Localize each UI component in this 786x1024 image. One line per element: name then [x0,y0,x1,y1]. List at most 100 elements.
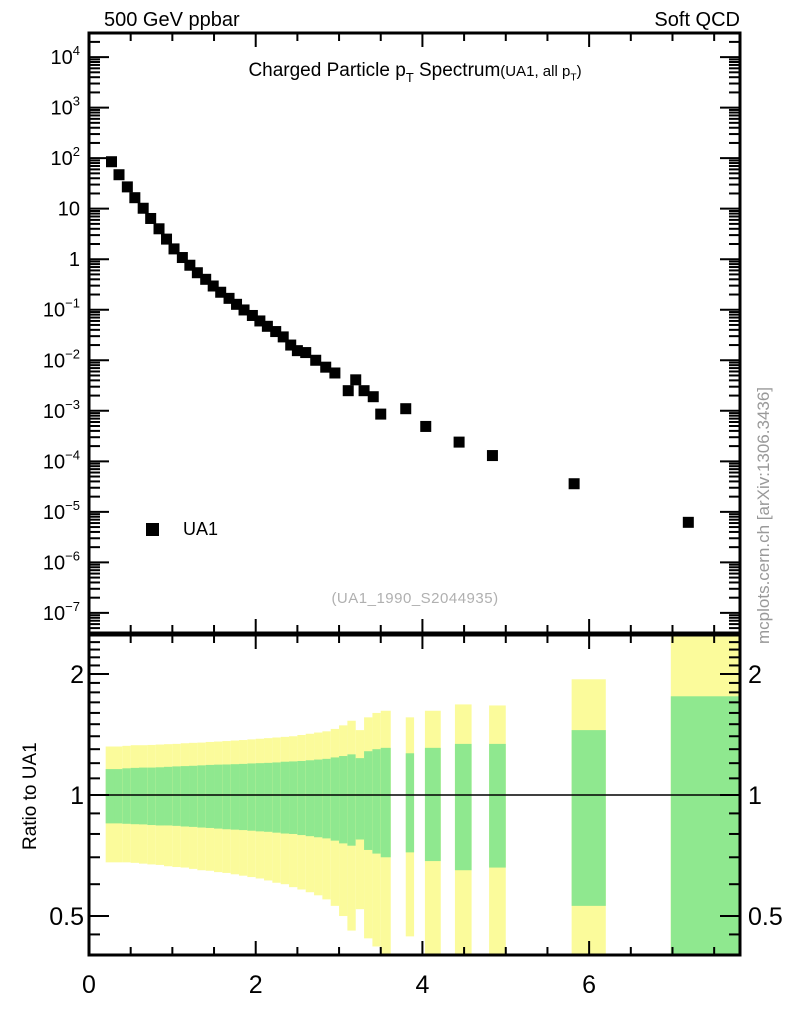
plot-title-main: Charged Particle pT Spectrum [248,60,501,85]
data-point-square [184,259,196,271]
band-inner-bin [130,767,140,825]
ratio-y-tick-label-right: 1 [748,782,762,810]
band-inner-bin [180,766,190,827]
x-tick-label: 0 [82,971,96,999]
band-inner-bin [330,757,340,841]
data-point-square [106,156,118,168]
x-tick-label: 2 [249,971,263,999]
band-inner-bin [322,758,331,839]
spectrum-y-ticks [89,40,740,630]
band-inner-bin [214,764,223,829]
y-tick-label: 10−3 [43,397,80,423]
band-inner-bin [105,769,115,824]
band-inner-bin [347,754,356,846]
band-inner-bin [305,760,315,837]
band-inner-bin [264,762,273,832]
band-inner-bin [670,696,740,955]
data-point-square [113,169,125,181]
data-point-square [682,516,694,528]
band-inner-bin [205,764,215,828]
data-point-square [207,280,219,292]
band-inner-bin [222,764,231,830]
data-point-square [153,223,165,235]
mcplots-arxiv-note: mcplots.cern.ch [arXiv:1306.3436] [754,386,773,644]
data-point-square [486,450,498,462]
data-point-square [350,374,362,386]
band-inner-bin [405,753,415,853]
data-point-square [223,292,235,304]
data-point-square [129,192,141,204]
data-point-square [238,304,250,316]
band-inner-bin [114,769,123,824]
y-tick-label: 10−7 [43,599,80,625]
data-point-square [215,286,227,298]
band-inner-bin [255,763,265,832]
band-inner-bin [424,747,441,862]
legend-series-label: UA1 [183,519,219,539]
band-inner-bin [571,730,606,906]
band-inner-bin [122,768,131,824]
band-inner-bin [239,763,248,831]
y-tick-label: 104 [51,43,80,69]
y-tick-label: 103 [51,94,80,120]
band-inner-bin [314,759,323,838]
data-point-square [191,267,203,279]
data-point-square [291,345,303,357]
data-point-square [137,202,149,214]
band-inner-bin [454,743,472,871]
data-point-square [261,320,273,332]
data-point-square [320,361,332,373]
data-point-square [358,385,370,397]
analysis-id-watermark: (UA1_1990_S2044935) [331,590,499,607]
data-point-square [367,391,379,403]
data-point-square [568,478,580,490]
x-tick-labels: 0 2 4 6 [82,971,596,999]
band-inner-bin [172,766,181,826]
data-point-square [161,233,173,245]
band-inner-bin [280,761,290,834]
data-point-square [400,403,412,415]
y-tick-label: 10−4 [43,447,80,473]
band-inner-bin [164,766,173,826]
data-point-square [310,354,322,366]
band-inner-bin [489,743,506,868]
x-ticks [88,33,716,955]
band-inner-bin [139,767,148,825]
data-point-square [342,385,354,397]
data-point-square [277,331,289,343]
data-point-square [254,315,266,327]
data-point-square [246,309,258,321]
legend: UA1 [146,519,218,540]
data-point-square [285,339,297,351]
band-inner-bin [355,758,365,840]
band-inner-bin [230,764,240,830]
data-point-square [176,252,188,264]
band-inner-bin [372,749,381,854]
band-inner-bin [289,761,298,834]
y-tick-label: 1 [69,249,80,271]
ratio-y-ticks: 2 2 1 1 0.5 0.5 [49,641,783,936]
data-point-square [200,273,212,285]
x-tick-label: 4 [415,971,429,999]
band-inner-bin [272,762,281,833]
data-point-square [375,408,387,420]
legend-marker-square [146,523,159,536]
ratio-y-tick-label-left: 2 [70,661,84,689]
y-tick-label: 10−6 [43,548,80,574]
y-tick-label: 10 [58,199,80,221]
band-inner-bin [155,767,165,826]
y-tick-label: 10−1 [43,296,80,322]
ratio-y-tick-label-left: 1 [70,782,84,810]
beam-energy-label: 500 GeV ppbar [104,9,240,31]
ratio-y-tick-label-right: 2 [748,661,762,689]
process-group-label: Soft QCD [654,9,740,31]
data-point-square [121,181,133,193]
plot-title: Charged Particle pT Spectrum (UA1, all p… [90,60,740,85]
data-points [106,156,694,528]
data-point-square [231,298,243,310]
ratio-y-tick-label-right: 0.5 [748,903,783,931]
band-inner-bin [147,767,156,826]
